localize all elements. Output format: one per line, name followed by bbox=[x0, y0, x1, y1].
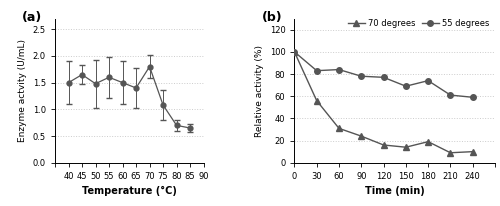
55 degrees bbox=[425, 80, 431, 82]
Text: (b): (b) bbox=[262, 11, 283, 24]
55 degrees bbox=[336, 68, 342, 71]
70 degrees bbox=[336, 127, 342, 130]
70 degrees bbox=[470, 150, 476, 153]
Line: 55 degrees: 55 degrees bbox=[292, 49, 476, 100]
55 degrees bbox=[314, 69, 320, 72]
Text: (a): (a) bbox=[22, 11, 42, 24]
70 degrees bbox=[314, 99, 320, 102]
70 degrees bbox=[292, 51, 298, 53]
70 degrees bbox=[425, 140, 431, 143]
55 degrees bbox=[470, 96, 476, 98]
X-axis label: Time (min): Time (min) bbox=[365, 186, 424, 196]
70 degrees bbox=[448, 152, 454, 154]
55 degrees bbox=[358, 75, 364, 77]
Line: 70 degrees: 70 degrees bbox=[292, 49, 476, 156]
Legend: 70 degrees, 55 degrees: 70 degrees, 55 degrees bbox=[344, 15, 493, 31]
55 degrees bbox=[448, 94, 454, 96]
55 degrees bbox=[380, 76, 386, 78]
55 degrees bbox=[292, 51, 298, 53]
70 degrees bbox=[380, 144, 386, 146]
70 degrees bbox=[358, 135, 364, 137]
55 degrees bbox=[403, 85, 409, 87]
Y-axis label: Enzyme actvity (U/mL): Enzyme actvity (U/mL) bbox=[18, 39, 28, 142]
70 degrees bbox=[403, 146, 409, 149]
Y-axis label: Relative activity (%): Relative activity (%) bbox=[255, 45, 264, 137]
X-axis label: Temperature (°C): Temperature (°C) bbox=[82, 186, 176, 196]
